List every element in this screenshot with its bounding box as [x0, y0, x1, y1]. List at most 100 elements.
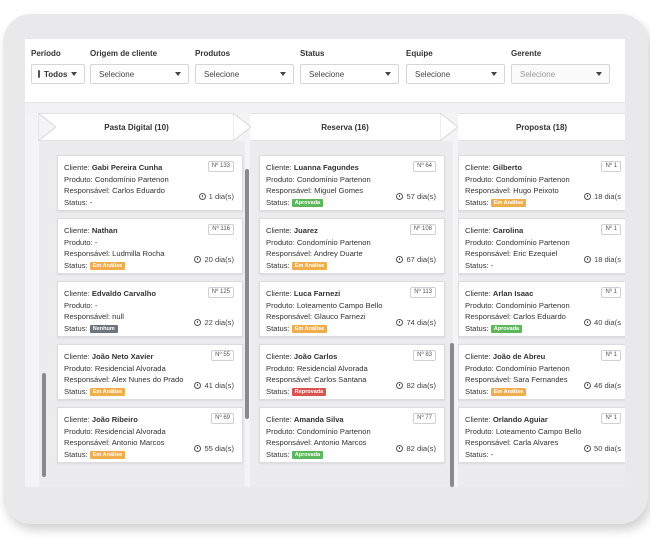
- lead-card[interactable]: Cliente: Arlan Isaac Produto: Condomínio …: [458, 281, 625, 337]
- clock-icon: [583, 255, 591, 263]
- origem-value: Selecione: [99, 69, 135, 79]
- lead-card[interactable]: Cliente: Gabi Pereira Cunha Produto: Cond…: [57, 155, 243, 211]
- responsible-name: Glauco Farnezi: [314, 312, 366, 321]
- status-badge: Em Análise: [89, 261, 126, 270]
- equipe-select[interactable]: Selecione: [406, 64, 505, 84]
- days-value: 55 dia(s): [204, 443, 234, 453]
- produtos-select[interactable]: Selecione: [195, 64, 294, 84]
- product-name: Condomínio Partenon: [296, 426, 371, 436]
- product-name: Condomínio Partenon: [296, 237, 371, 247]
- card-responsible-row: Responsável: null: [64, 311, 236, 323]
- card-status-row: Status: Nenhum: [64, 323, 236, 335]
- clock-icon: [396, 192, 404, 200]
- card-responsible-row: Responsável: Carla Alvares: [465, 437, 623, 449]
- product-name: Condomínio Partenon: [495, 237, 570, 247]
- produtos-value: Selecione: [204, 69, 240, 79]
- chevron-down-icon: [491, 72, 497, 76]
- status-badge: Em Análise: [89, 387, 126, 396]
- chevron-down-icon: [280, 72, 286, 76]
- client-name: João Carlos: [293, 352, 338, 361]
- client-name: Edvaldo Carvalho: [91, 289, 157, 298]
- client-name: João de Abreu: [492, 352, 546, 361]
- period-select[interactable]: Todos: [31, 64, 85, 84]
- status-label: Status:: [465, 386, 491, 396]
- scrollbar-pasta-digital-right[interactable]: [245, 169, 249, 419]
- lead-card[interactable]: Cliente: João Carlos Produto: Residencial…: [259, 344, 445, 400]
- responsible-name: Carlos Santana: [314, 375, 367, 384]
- responsible-label: Responsável:: [266, 249, 314, 258]
- equipe-value: Selecione: [415, 69, 451, 79]
- scrollbar-reserva[interactable]: [450, 343, 454, 487]
- clock-icon: [583, 444, 591, 452]
- status-badge: Aprovada: [490, 324, 523, 333]
- responsible-name: Carla Alvares: [513, 438, 559, 447]
- origem-select[interactable]: Selecione: [90, 64, 189, 84]
- card-responsible-row: Responsável: Antonio Marcos: [266, 437, 438, 449]
- gerente-value: Selecione: [520, 69, 556, 79]
- card-number: Nº 1: [601, 350, 621, 361]
- status-text: -: [490, 449, 494, 459]
- lead-card[interactable]: Cliente: Gilberto Produto: Condomínio Par…: [458, 155, 625, 211]
- responsible-name: null: [112, 312, 124, 321]
- card-days: 57 dia(s): [396, 191, 436, 203]
- card-responsible-row: Responsável: Sara Fernandes: [465, 374, 623, 386]
- card-client-row: Cliente: Edvaldo Carvalho: [64, 288, 236, 300]
- chevron-down-icon: [385, 72, 391, 76]
- card-number: Nº 64: [413, 161, 436, 172]
- gerente-select[interactable]: Selecione: [511, 64, 610, 84]
- status-badge: Nenhum: [89, 324, 118, 333]
- clock-icon: [194, 381, 202, 389]
- lead-card[interactable]: Cliente: Amanda Silva Produto: Condomínio…: [259, 407, 445, 463]
- scrollbar-pasta-digital[interactable]: [42, 373, 46, 477]
- responsible-label: Responsável:: [64, 186, 113, 195]
- responsible-name: Antonio Marcos: [313, 438, 367, 447]
- lead-card[interactable]: Cliente: Carolina Produto: Condomínio Par…: [458, 218, 625, 274]
- client-name: Orlando Aguiar: [492, 415, 548, 424]
- status-label: Status:: [266, 449, 292, 459]
- client-label: Cliente:: [465, 415, 493, 424]
- lead-card[interactable]: Cliente: Luca Farnezi Produto: Loteamento…: [259, 281, 445, 337]
- chevron-down-icon: [71, 72, 78, 76]
- lead-card[interactable]: Cliente: Luanna Fagundes Produto: Condomí…: [259, 155, 445, 211]
- product-name: Condomínio Partenon: [296, 174, 371, 184]
- lead-card[interactable]: Cliente: Nathan Produto: - Responsável: Lu…: [57, 218, 243, 274]
- status-badge: Em Análise: [490, 198, 527, 207]
- product-label: Produto:: [465, 426, 496, 436]
- card-responsible-row: Responsável: Miguel Gomes: [266, 185, 438, 197]
- product-label: Produto:: [266, 174, 297, 184]
- responsible-label: Responsável:: [64, 438, 112, 447]
- responsible-name: Eric Ezequiel: [513, 249, 558, 258]
- status-label: Status:: [64, 323, 90, 333]
- lead-card[interactable]: Cliente: João de Abreu Produto: Condomíni…: [458, 344, 625, 400]
- status-label: Status:: [465, 449, 491, 459]
- lead-card[interactable]: Cliente: Edvaldo Carvalho Produto: - Respo…: [57, 281, 243, 337]
- status-text: -: [490, 260, 494, 270]
- card-days: 18 dia(s: [583, 254, 621, 266]
- product-name: Residencial Alvorada: [296, 363, 368, 373]
- clock-icon: [583, 381, 591, 389]
- responsible-name: Alex Nunes do Prado: [111, 375, 184, 384]
- card-responsible-row: Responsável: Eric Ezequiel: [465, 248, 623, 260]
- card-product-row: Produto: Condomínio Partenon: [266, 426, 438, 438]
- product-label: Produto:: [266, 300, 297, 310]
- card-responsible-row: Responsável: Carlos Eduardo: [64, 185, 236, 197]
- lead-card[interactable]: Cliente: João Neto Xavier Produto: Reside…: [57, 344, 243, 400]
- product-label: Produto:: [64, 426, 95, 436]
- product-name: -: [94, 300, 98, 310]
- days-value: 41 dia(s): [204, 380, 234, 390]
- product-label: Produto:: [64, 363, 95, 373]
- lead-card[interactable]: Cliente: Juarez Produto: Condomínio Parte…: [259, 218, 445, 274]
- status-label: Status:: [266, 197, 292, 207]
- status-select[interactable]: Selecione: [300, 64, 399, 84]
- card-status-row: Status: -: [465, 260, 623, 272]
- card-status-row: Status: Em Análise: [64, 449, 236, 461]
- column-title: Reserva (16): [321, 122, 369, 132]
- filter-label: Produtos: [195, 49, 231, 58]
- card-status-row: Status: Em Análise: [266, 260, 438, 272]
- lead-card[interactable]: Cliente: Orlando Aguiar Produto: Loteamen…: [458, 407, 625, 463]
- lead-card[interactable]: Cliente: João Ribeiro Produto: Residencia…: [57, 407, 243, 463]
- card-product-row: Produto: Condomínio Partenon: [266, 237, 438, 249]
- client-name: Arlan Isaac: [492, 289, 534, 298]
- client-name: Nathan: [91, 226, 118, 235]
- filter-gerente: Gerente Selecione: [511, 49, 610, 84]
